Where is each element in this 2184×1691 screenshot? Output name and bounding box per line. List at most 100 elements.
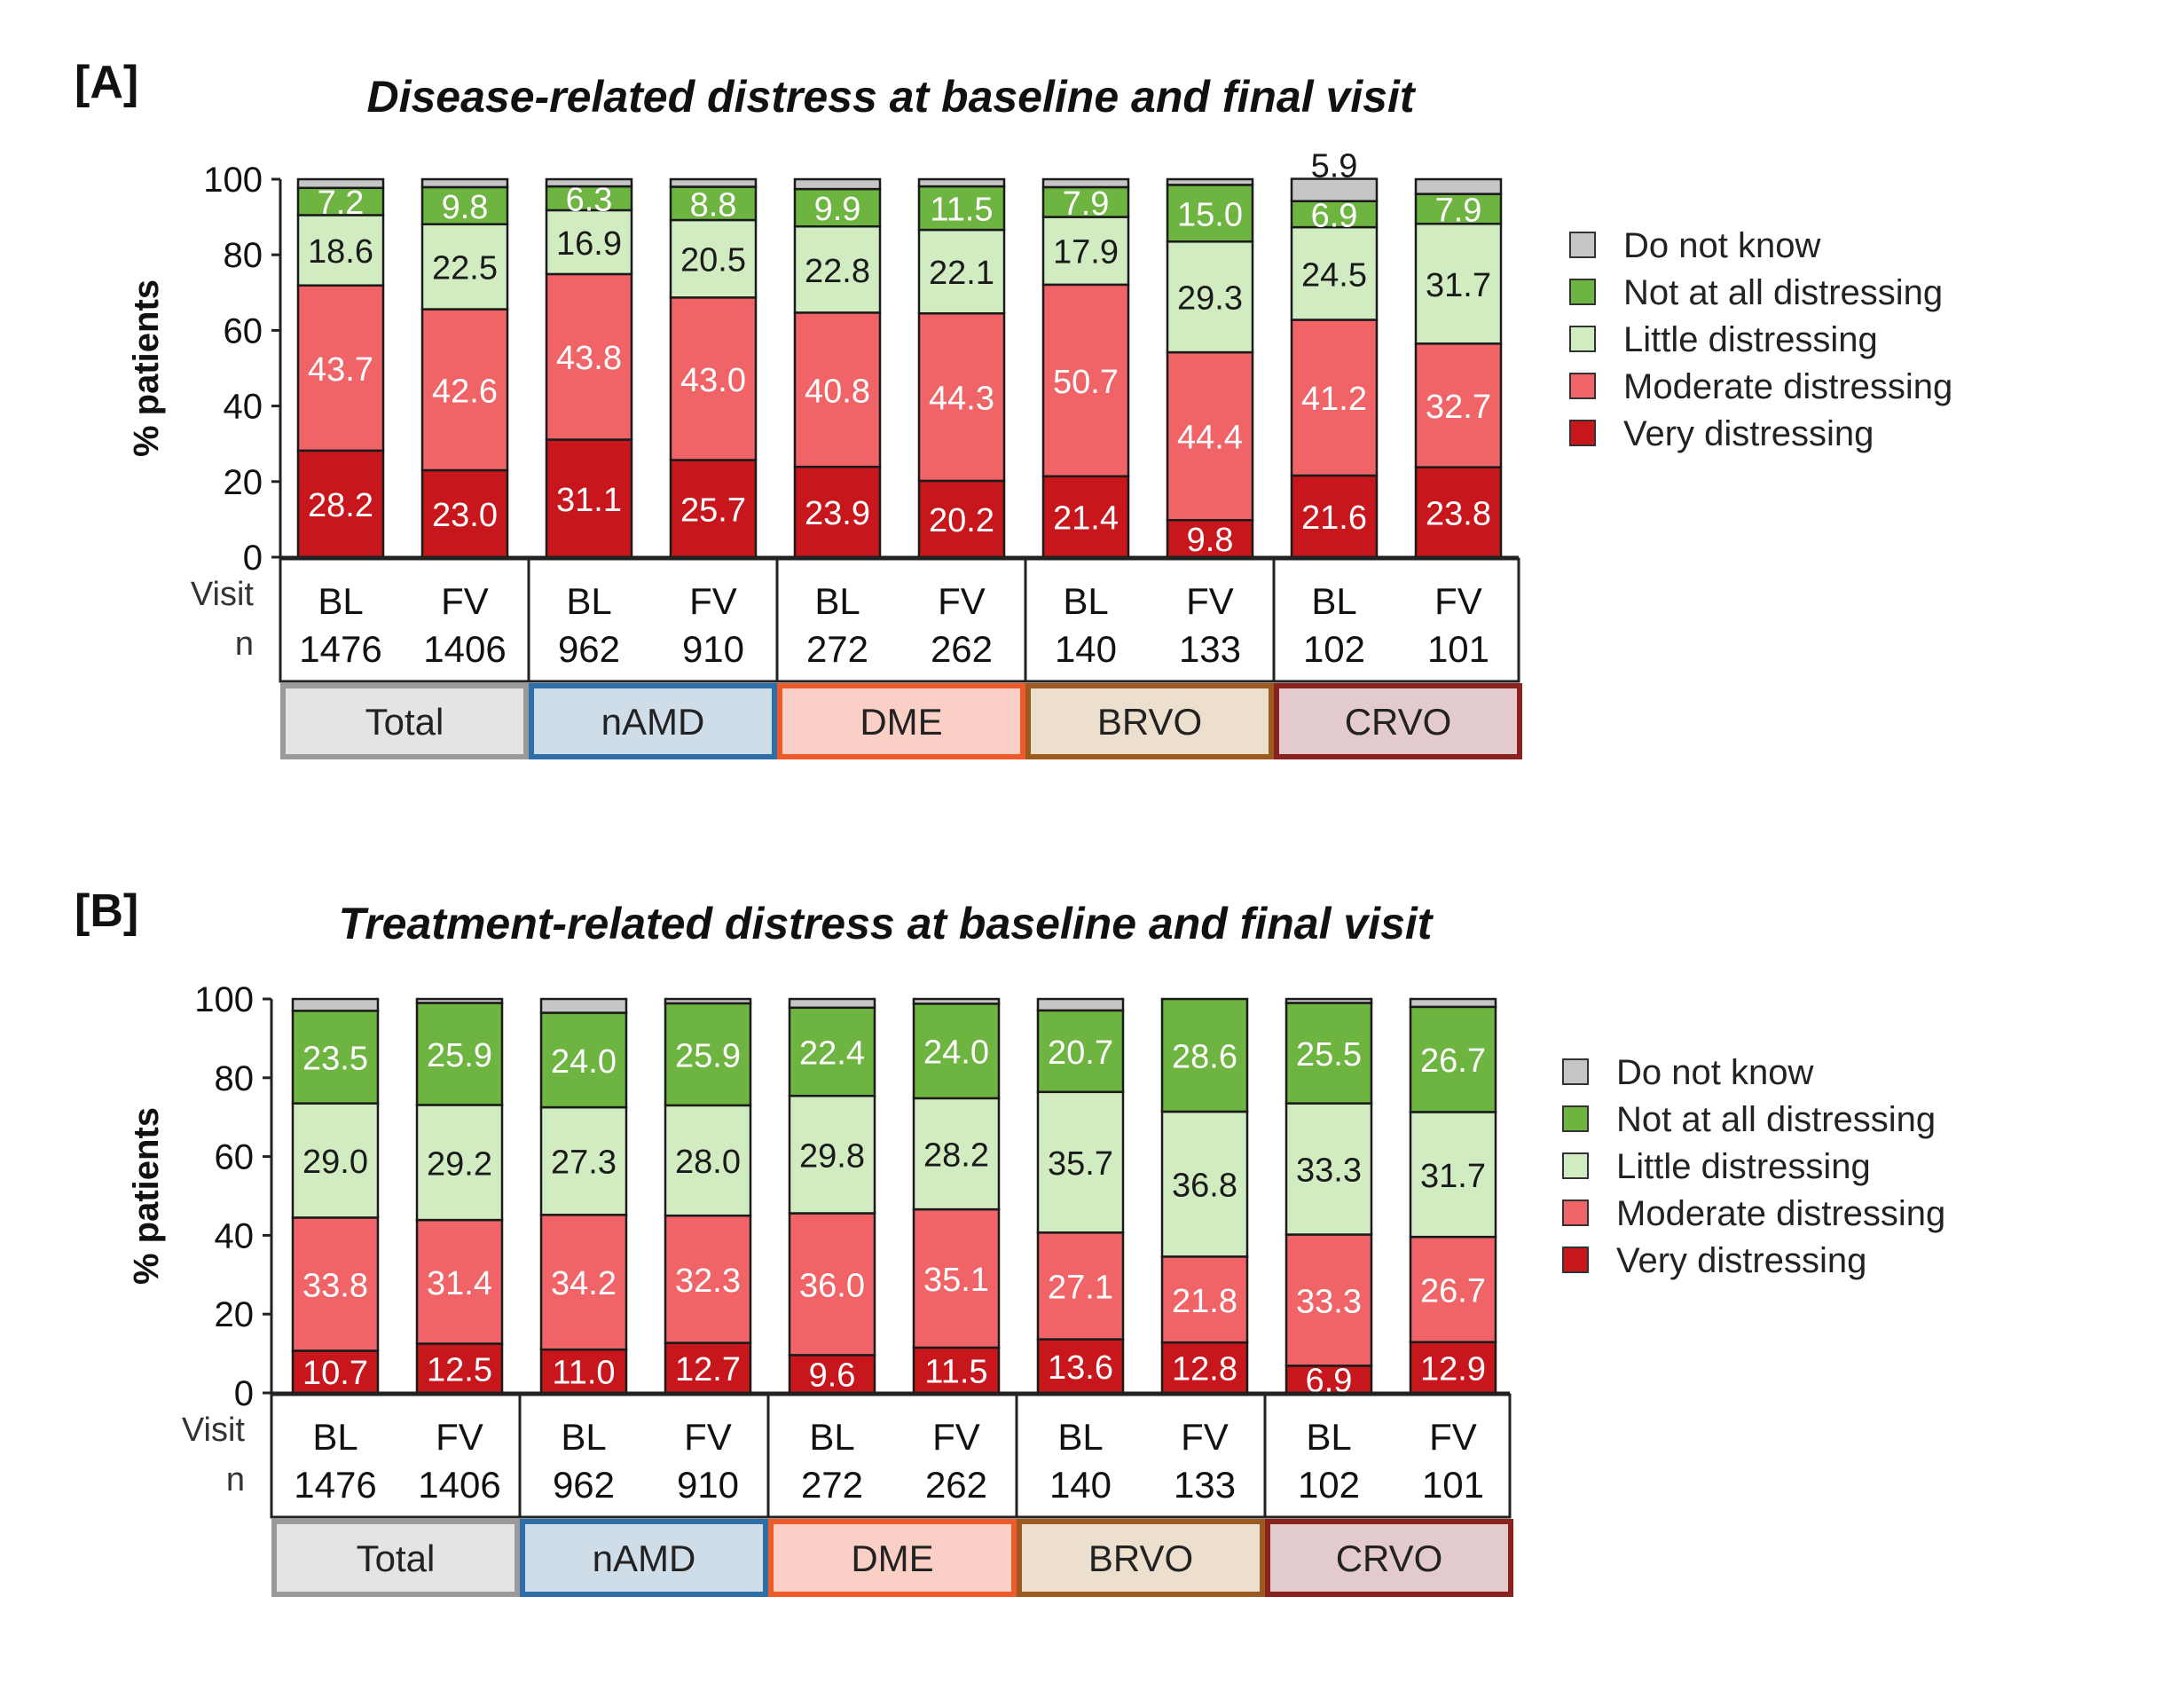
- bar-data-label: 20.2: [929, 502, 994, 539]
- x-category-label: FV: [436, 1416, 483, 1458]
- bar-data-label: 28.6: [1172, 1038, 1237, 1075]
- bar-segment: [788, 1006, 876, 1097]
- chart-title: Disease-related distress at baseline and…: [366, 72, 1416, 122]
- bar-data-label: 20.5: [680, 242, 746, 279]
- bar-segment: [669, 177, 758, 188]
- bar-data-label: 36.0: [799, 1267, 865, 1304]
- bar-data-label: 41.2: [1301, 381, 1367, 418]
- x-n-label: 102: [1298, 1464, 1360, 1506]
- group-box: [529, 683, 777, 759]
- y-tick-label: 100: [203, 161, 263, 200]
- legend-label: Moderate distressing: [1623, 367, 1952, 406]
- bar-segment: [917, 177, 1006, 188]
- bar-data-label: 9.6: [809, 1357, 856, 1395]
- legend-swatch: [1562, 1058, 1589, 1085]
- bar-data-label: 24.5: [1301, 256, 1367, 294]
- legend-swatch: [1562, 1105, 1589, 1132]
- bar-data-label: 35.1: [923, 1262, 989, 1299]
- bar-data-label: 5.9: [1311, 148, 1358, 185]
- legend-swatch: [1562, 1152, 1589, 1179]
- bar-data-label: 7.9: [1063, 185, 1110, 223]
- bar-data-label: 10.7: [302, 1355, 368, 1392]
- bar-segment: [415, 1104, 504, 1222]
- bar-data-label: 31.7: [1420, 1158, 1486, 1195]
- bar-segment: [1041, 177, 1130, 189]
- bar-segment: [664, 1214, 752, 1344]
- y-tick-label: 20: [224, 463, 263, 502]
- x-n-label: 262: [925, 1464, 987, 1506]
- bar-segment: [1284, 997, 1373, 1004]
- bar-segment: [1284, 1233, 1373, 1367]
- bar-segment: [539, 997, 628, 1014]
- group-box: [1017, 1519, 1265, 1597]
- panel-label: [A]: [75, 57, 138, 108]
- bar-data-label: 28.2: [308, 487, 373, 524]
- bar-data-label: 24.0: [923, 1034, 989, 1072]
- x-n-label: 133: [1174, 1464, 1236, 1506]
- bar-segment: [1290, 225, 1379, 321]
- bar-data-label: 44.3: [929, 381, 994, 418]
- x-n-label: 262: [931, 628, 993, 670]
- y-tick-label: 20: [215, 1295, 255, 1334]
- y-axis-label: % patients: [127, 1107, 166, 1285]
- group-box: [777, 683, 1025, 759]
- y-axis-label: % patients: [127, 279, 166, 457]
- bar-segment: [291, 1010, 380, 1105]
- bar-segment: [1166, 177, 1254, 186]
- bar-data-label: 23.5: [302, 1040, 368, 1077]
- bar-data-label: 9.8: [442, 189, 489, 226]
- bar-data-label: 18.6: [308, 233, 373, 271]
- bar-segment: [1284, 1102, 1373, 1236]
- bar-data-label: 33.8: [302, 1267, 368, 1304]
- bar-segment: [917, 311, 1006, 483]
- group-label: BRVO: [1088, 1538, 1193, 1579]
- legend-swatch: [1569, 279, 1596, 305]
- bar-data-label: 29.0: [302, 1144, 368, 1181]
- bar-segment: [1284, 1002, 1373, 1105]
- x-category-label: FV: [689, 580, 737, 622]
- bar-data-label: 11.5: [930, 192, 993, 229]
- x-category-label: FV: [938, 580, 986, 622]
- chart-panel-b: [B] Treatment-related distress at baselin…: [75, 885, 1945, 1597]
- group-label: CRVO: [1336, 1538, 1443, 1579]
- bar-data-label: 27.3: [551, 1144, 617, 1182]
- row-label-n: n: [226, 1461, 245, 1498]
- group-label: Total: [357, 1538, 436, 1579]
- bar-data-label: 29.8: [799, 1137, 865, 1175]
- legend-label: Not at all distressing: [1623, 273, 1943, 312]
- bar-data-label: 35.7: [1048, 1145, 1113, 1183]
- group-box: [1274, 683, 1522, 759]
- bar-segment: [1036, 1090, 1125, 1234]
- x-n-label: 962: [553, 1464, 615, 1506]
- bar-segment: [420, 308, 509, 472]
- bar-segment: [1409, 1111, 1497, 1239]
- bar-data-label: 7.2: [318, 185, 365, 222]
- bar-segment: [1414, 342, 1503, 468]
- y-tick-label: 80: [215, 1059, 255, 1098]
- group-label: DME: [860, 701, 942, 743]
- bar-data-label: 25.7: [680, 492, 746, 529]
- legend-swatch: [1562, 1199, 1589, 1226]
- bar-data-label: 21.6: [1301, 499, 1367, 537]
- y-tick-label: 40: [215, 1216, 255, 1255]
- bar-segment: [793, 177, 882, 191]
- bar-segment: [291, 1102, 380, 1219]
- bar-data-label: 21.4: [1053, 499, 1119, 537]
- bar-data-label: 44.4: [1177, 420, 1243, 457]
- group-box: [768, 1519, 1017, 1597]
- bar-segment: [912, 1097, 1001, 1211]
- bar-data-label: 11.0: [552, 1355, 615, 1392]
- bar-segment: [664, 997, 752, 1005]
- bar-data-label: 40.8: [805, 373, 870, 410]
- bar-segment: [291, 1349, 380, 1395]
- x-category-label: FV: [1186, 580, 1234, 622]
- group-label: nAMD: [601, 701, 705, 743]
- bar-segment: [1414, 177, 1503, 195]
- group-label: Total: [365, 701, 444, 743]
- bar-segment: [788, 1212, 876, 1357]
- row-label-visit: Visit: [191, 576, 255, 613]
- bar-segment: [912, 1207, 1001, 1349]
- row-label-n: n: [235, 625, 254, 663]
- group-label: BRVO: [1097, 701, 1202, 743]
- bar-segment: [1290, 319, 1379, 477]
